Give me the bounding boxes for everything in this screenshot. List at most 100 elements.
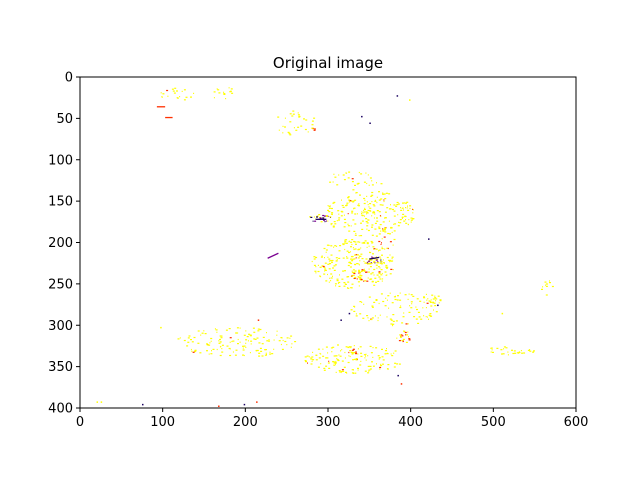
pixel <box>373 261 375 263</box>
pixel <box>336 355 338 357</box>
pixel <box>336 280 339 282</box>
pixel <box>226 345 229 347</box>
pixel <box>360 247 362 249</box>
pixel-cluster <box>327 191 415 237</box>
pixel <box>311 360 313 362</box>
pixel <box>344 357 346 359</box>
pixel <box>388 259 391 261</box>
pixel <box>382 192 384 194</box>
pixel <box>187 341 190 343</box>
pixel <box>386 266 389 268</box>
pixel <box>401 207 404 209</box>
pixel <box>416 298 419 300</box>
pixel <box>394 223 397 225</box>
pixel <box>231 340 233 343</box>
pixel <box>503 346 506 348</box>
pixel <box>542 286 544 288</box>
pixel <box>264 354 267 356</box>
x-tick-label: 300 <box>316 415 341 430</box>
pixel <box>354 270 357 272</box>
pixel <box>382 300 385 303</box>
pixel <box>359 274 362 276</box>
pixel <box>386 247 389 249</box>
pixel <box>243 345 246 347</box>
pixel <box>370 278 373 280</box>
pixel <box>351 210 354 212</box>
pixel <box>308 356 310 358</box>
pixel <box>386 274 388 276</box>
pixel <box>422 307 424 309</box>
pixel <box>331 212 334 214</box>
pixel <box>323 369 326 371</box>
pixel <box>325 220 327 222</box>
pixel <box>361 214 364 216</box>
pixel <box>359 364 362 366</box>
pixel-speck <box>100 401 103 403</box>
pixel <box>359 278 362 280</box>
pixel <box>367 219 369 221</box>
pixel <box>266 353 267 355</box>
pixel <box>380 363 382 365</box>
pixel <box>358 270 361 273</box>
pixel-speck <box>142 403 144 406</box>
pixel <box>383 200 385 203</box>
pixel <box>409 205 412 207</box>
pixel <box>311 124 314 126</box>
pixel <box>259 347 262 349</box>
pixel <box>361 269 364 271</box>
pixel <box>239 341 241 343</box>
pixel <box>304 356 307 358</box>
pixel <box>439 299 442 301</box>
pixel <box>352 348 355 350</box>
pixel <box>346 276 349 278</box>
pixel <box>392 244 394 246</box>
pixel <box>276 334 278 336</box>
pixel <box>371 361 373 363</box>
pixel <box>361 211 363 213</box>
pixel <box>327 273 328 276</box>
pixel <box>420 318 423 320</box>
pixel <box>363 181 366 183</box>
pixel <box>322 355 325 357</box>
pixel <box>367 229 370 232</box>
pixel <box>347 287 348 289</box>
pixel <box>229 348 231 350</box>
pixel <box>403 330 405 332</box>
pixel <box>355 313 357 315</box>
pixel <box>324 257 325 259</box>
pixel <box>223 93 226 95</box>
pixel <box>336 245 338 247</box>
pixel <box>177 338 180 340</box>
pixel <box>364 199 366 201</box>
pixel <box>208 344 211 346</box>
pixel <box>284 126 286 128</box>
pixel <box>380 274 383 276</box>
pixel <box>366 213 368 215</box>
pixel <box>389 233 391 235</box>
pixel <box>261 343 264 345</box>
pixel-speck <box>409 99 411 101</box>
pixel <box>319 217 322 219</box>
pixel <box>249 352 251 354</box>
pixel <box>375 248 378 250</box>
pixel <box>359 194 361 196</box>
pixel <box>346 250 349 252</box>
pixel <box>366 262 369 264</box>
pixel <box>221 344 224 346</box>
pixel <box>358 203 360 205</box>
pixel <box>358 277 361 279</box>
pixel <box>403 202 405 204</box>
pixel <box>204 333 207 335</box>
pixel <box>320 363 322 365</box>
pixel <box>529 350 532 352</box>
pixel-speck <box>243 403 246 406</box>
pixel <box>386 256 389 259</box>
pixel <box>430 305 433 307</box>
pixel <box>327 263 330 265</box>
pixel <box>330 273 333 275</box>
pixel <box>404 215 407 218</box>
pixel <box>328 211 331 213</box>
pixel <box>423 315 425 317</box>
pixel <box>372 347 374 349</box>
pixel <box>248 333 250 335</box>
